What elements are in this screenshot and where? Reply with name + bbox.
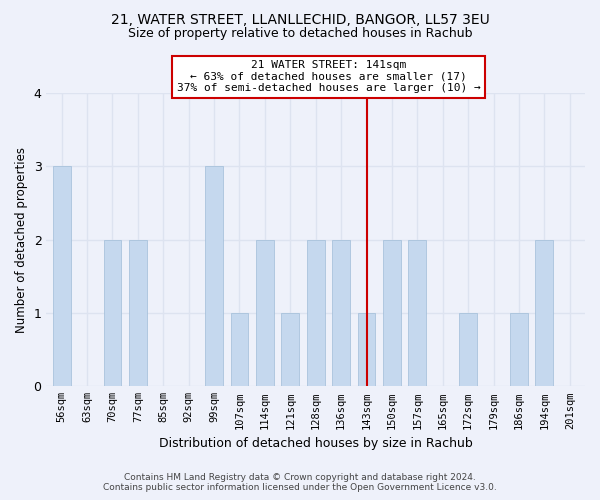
Bar bbox=[409, 240, 426, 386]
Bar bbox=[358, 313, 376, 386]
Bar bbox=[256, 240, 274, 386]
Text: 21, WATER STREET, LLANLLECHID, BANGOR, LL57 3EU: 21, WATER STREET, LLANLLECHID, BANGOR, L… bbox=[110, 12, 490, 26]
Bar bbox=[53, 166, 71, 386]
Bar bbox=[205, 166, 223, 386]
Bar bbox=[332, 240, 350, 386]
Bar bbox=[104, 240, 121, 386]
Bar bbox=[230, 313, 248, 386]
Text: 21 WATER STREET: 141sqm
← 63% of detached houses are smaller (17)
37% of semi-de: 21 WATER STREET: 141sqm ← 63% of detache… bbox=[176, 60, 480, 93]
Bar bbox=[383, 240, 401, 386]
Y-axis label: Number of detached properties: Number of detached properties bbox=[15, 147, 28, 333]
Bar bbox=[535, 240, 553, 386]
Bar bbox=[510, 313, 528, 386]
X-axis label: Distribution of detached houses by size in Rachub: Distribution of detached houses by size … bbox=[159, 437, 473, 450]
Bar bbox=[129, 240, 147, 386]
Text: Contains public sector information licensed under the Open Government Licence v3: Contains public sector information licen… bbox=[103, 484, 497, 492]
Bar bbox=[281, 313, 299, 386]
Bar bbox=[459, 313, 477, 386]
Bar bbox=[307, 240, 325, 386]
Text: Size of property relative to detached houses in Rachub: Size of property relative to detached ho… bbox=[128, 28, 472, 40]
Text: Contains HM Land Registry data © Crown copyright and database right 2024.: Contains HM Land Registry data © Crown c… bbox=[124, 474, 476, 482]
